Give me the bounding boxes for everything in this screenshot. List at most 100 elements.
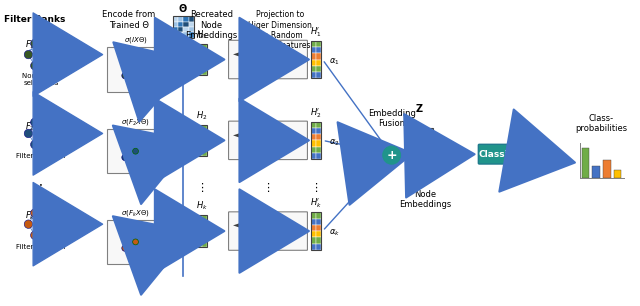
Circle shape bbox=[133, 161, 138, 166]
Bar bbox=[311, 225, 316, 231]
Text: ◄: ◄ bbox=[233, 219, 241, 229]
Text: $F_k$: $F_k$ bbox=[24, 209, 35, 222]
Bar bbox=[311, 134, 316, 140]
Circle shape bbox=[122, 155, 127, 160]
Bar bbox=[202, 137, 207, 144]
Text: ⋮: ⋮ bbox=[262, 183, 273, 193]
Bar bbox=[197, 44, 202, 50]
Bar bbox=[178, 32, 183, 38]
Text: $z_1$: $z_1$ bbox=[407, 127, 414, 134]
Circle shape bbox=[31, 210, 38, 217]
Bar bbox=[178, 21, 183, 27]
Text: $F_1 = I$: $F_1 = I$ bbox=[24, 39, 48, 51]
Text: Class-
probabilities: Class- probabilities bbox=[575, 114, 627, 133]
Bar bbox=[197, 228, 202, 234]
Bar bbox=[197, 215, 207, 247]
Circle shape bbox=[51, 51, 57, 58]
Bar bbox=[316, 41, 321, 47]
Bar bbox=[603, 160, 611, 178]
Bar bbox=[183, 27, 189, 32]
Bar bbox=[197, 241, 202, 247]
Bar bbox=[421, 162, 425, 168]
Text: Node
Embeddings: Node Embeddings bbox=[399, 190, 451, 209]
Circle shape bbox=[44, 62, 51, 69]
Circle shape bbox=[144, 61, 148, 65]
Bar bbox=[417, 162, 421, 168]
Text: $\alpha_2$: $\alpha_2$ bbox=[329, 137, 340, 147]
Text: $z_3$: $z_3$ bbox=[407, 146, 414, 154]
Bar bbox=[202, 131, 207, 137]
Text: $H_2$: $H_2$ bbox=[196, 109, 207, 121]
Circle shape bbox=[144, 246, 148, 251]
Bar bbox=[417, 128, 433, 133]
Circle shape bbox=[144, 155, 148, 160]
Bar bbox=[173, 16, 194, 38]
Bar bbox=[311, 53, 316, 59]
Text: Classifier: Classifier bbox=[479, 150, 527, 159]
Circle shape bbox=[133, 149, 138, 153]
Circle shape bbox=[144, 143, 148, 147]
Bar bbox=[202, 69, 207, 75]
Text: Projection to
Higer Dimension
via Random
Fourier Features: Projection to Higer Dimension via Random… bbox=[248, 10, 312, 50]
Bar bbox=[197, 234, 202, 241]
Bar bbox=[311, 231, 316, 237]
Circle shape bbox=[51, 130, 57, 137]
Bar bbox=[429, 128, 433, 133]
Text: $H_2'$: $H_2'$ bbox=[310, 106, 321, 120]
Text: $H_1'$: $H_1'$ bbox=[310, 25, 321, 39]
Text: Filter Banks: Filter Banks bbox=[4, 15, 65, 24]
Bar bbox=[316, 147, 321, 153]
Bar bbox=[425, 137, 429, 143]
Circle shape bbox=[133, 136, 138, 141]
Bar bbox=[197, 131, 202, 137]
Bar bbox=[417, 128, 421, 133]
Text: Recreated
Node
Embeddings: Recreated Node Embeddings bbox=[186, 10, 237, 40]
Text: $\mathbf{\Theta}$: $\mathbf{\Theta}$ bbox=[179, 2, 188, 14]
Bar bbox=[189, 21, 194, 27]
Bar bbox=[429, 172, 433, 178]
Bar bbox=[108, 47, 164, 91]
Bar bbox=[197, 215, 202, 222]
Text: ⋮: ⋮ bbox=[34, 183, 48, 197]
Bar bbox=[173, 16, 178, 21]
Circle shape bbox=[144, 233, 148, 238]
Bar bbox=[311, 147, 316, 153]
Bar bbox=[425, 172, 429, 178]
Text: ⋮: ⋮ bbox=[196, 183, 207, 193]
Bar bbox=[173, 27, 178, 32]
Bar bbox=[417, 172, 421, 178]
Bar bbox=[311, 47, 316, 53]
Bar bbox=[421, 128, 425, 133]
Bar bbox=[311, 237, 316, 244]
Text: $\mathbf{Z}$: $\mathbf{Z}$ bbox=[415, 102, 423, 114]
Circle shape bbox=[122, 246, 127, 251]
FancyBboxPatch shape bbox=[228, 40, 307, 79]
Bar bbox=[311, 41, 316, 47]
Text: $H_k'$: $H_k'$ bbox=[310, 197, 322, 210]
Text: $\alpha_k$: $\alpha_k$ bbox=[329, 228, 340, 238]
Bar bbox=[183, 32, 189, 38]
Circle shape bbox=[122, 61, 127, 65]
Bar bbox=[311, 244, 316, 250]
Bar bbox=[311, 72, 316, 78]
Bar bbox=[311, 212, 321, 250]
Bar bbox=[582, 148, 589, 178]
Bar bbox=[421, 147, 425, 153]
Bar bbox=[316, 53, 321, 59]
Text: ◄: ◄ bbox=[233, 129, 241, 139]
Circle shape bbox=[31, 119, 38, 126]
Circle shape bbox=[133, 79, 138, 84]
Bar bbox=[316, 128, 321, 134]
Text: ⋮: ⋮ bbox=[310, 183, 321, 193]
Bar bbox=[311, 41, 321, 78]
Bar bbox=[183, 16, 189, 21]
Text: $\alpha_1$: $\alpha_1$ bbox=[329, 56, 340, 67]
Bar bbox=[311, 128, 316, 134]
Bar bbox=[202, 234, 207, 241]
Bar bbox=[108, 129, 164, 174]
Bar bbox=[202, 50, 207, 56]
Bar bbox=[417, 162, 433, 168]
Bar bbox=[197, 125, 202, 131]
Text: $\sigma(IX\Theta)$: $\sigma(IX\Theta)$ bbox=[124, 35, 147, 45]
Circle shape bbox=[25, 221, 32, 228]
